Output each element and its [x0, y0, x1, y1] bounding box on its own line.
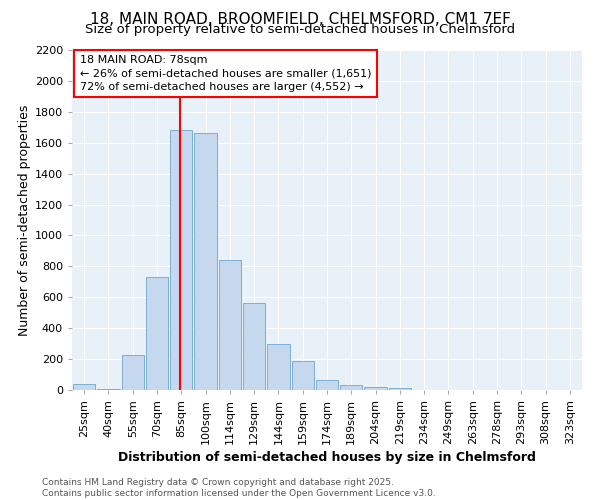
Bar	[389, 388, 411, 390]
Bar	[340, 384, 362, 390]
Bar	[243, 304, 265, 390]
Text: Size of property relative to semi-detached houses in Chelmsford: Size of property relative to semi-detach…	[85, 22, 515, 36]
Text: 18 MAIN ROAD: 78sqm
← 26% of semi-detached houses are smaller (1,651)
72% of sem: 18 MAIN ROAD: 78sqm ← 26% of semi-detach…	[80, 55, 371, 92]
Bar	[364, 387, 387, 390]
Text: 18, MAIN ROAD, BROOMFIELD, CHELMSFORD, CM1 7EF: 18, MAIN ROAD, BROOMFIELD, CHELMSFORD, C…	[89, 12, 511, 28]
Bar	[316, 380, 338, 390]
Bar	[218, 260, 241, 390]
Bar	[292, 362, 314, 390]
Bar	[122, 355, 144, 390]
Bar	[170, 130, 193, 390]
Bar	[267, 344, 290, 390]
Bar	[194, 134, 217, 390]
Y-axis label: Number of semi-detached properties: Number of semi-detached properties	[17, 104, 31, 336]
Text: Contains HM Land Registry data © Crown copyright and database right 2025.
Contai: Contains HM Land Registry data © Crown c…	[42, 478, 436, 498]
Bar	[73, 384, 95, 390]
Bar	[97, 389, 119, 390]
X-axis label: Distribution of semi-detached houses by size in Chelmsford: Distribution of semi-detached houses by …	[118, 451, 536, 464]
Bar	[146, 277, 168, 390]
